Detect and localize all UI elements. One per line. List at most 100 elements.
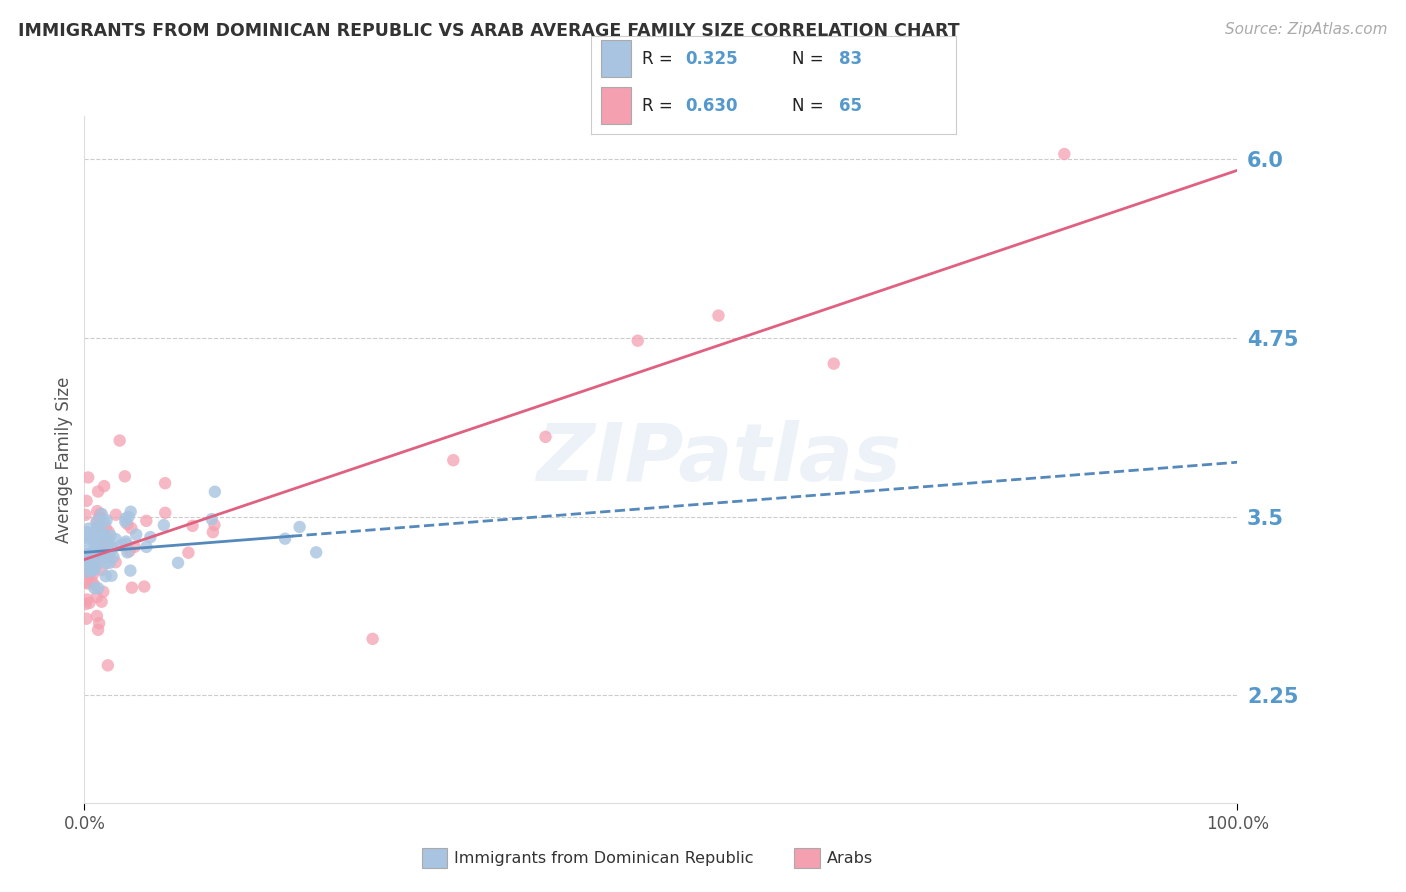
Point	[86, 526, 108, 541]
Point	[121, 581, 143, 595]
Point	[125, 527, 148, 541]
Point	[83, 578, 105, 592]
Point	[117, 545, 139, 559]
Point	[84, 535, 107, 549]
Point	[96, 537, 118, 551]
Text: N =: N =	[792, 97, 828, 115]
Y-axis label: Average Family Size: Average Family Size	[55, 376, 73, 542]
Text: R =: R =	[641, 50, 678, 68]
Point	[86, 536, 108, 550]
Point	[86, 548, 108, 562]
Text: Source: ZipAtlas.com: Source: ZipAtlas.com	[1225, 22, 1388, 37]
Point	[120, 521, 142, 535]
Point	[77, 547, 100, 561]
Point	[89, 616, 111, 631]
Point	[135, 514, 157, 528]
Bar	[602, 87, 631, 124]
Point	[80, 549, 103, 564]
Point	[104, 508, 127, 522]
Point	[79, 549, 101, 563]
Point	[98, 546, 121, 560]
Text: 65: 65	[839, 97, 862, 115]
Point	[627, 334, 650, 348]
Point	[83, 536, 105, 550]
Bar	[602, 39, 631, 77]
Point	[89, 510, 111, 524]
Text: Arabs: Arabs	[827, 851, 873, 865]
Point	[94, 543, 117, 558]
Point	[305, 545, 328, 559]
Point	[201, 512, 224, 526]
Text: ZIPatlas: ZIPatlas	[536, 420, 901, 499]
Point	[75, 524, 97, 539]
Text: 0.325: 0.325	[686, 50, 738, 68]
Point	[114, 511, 136, 525]
Point	[83, 563, 105, 577]
Point	[534, 430, 557, 444]
Point	[79, 549, 101, 564]
Point	[80, 574, 103, 589]
Point	[167, 556, 190, 570]
Point	[441, 453, 464, 467]
Point	[83, 581, 105, 595]
Point	[83, 545, 105, 559]
Point	[91, 550, 114, 565]
Point	[75, 531, 97, 545]
Point	[77, 567, 100, 582]
Point	[117, 517, 139, 532]
Point	[79, 596, 101, 610]
Point	[114, 469, 136, 483]
Text: 0.630: 0.630	[686, 97, 738, 115]
Point	[76, 552, 98, 566]
Point	[153, 476, 176, 491]
Point	[86, 590, 108, 604]
Point	[76, 548, 98, 562]
Point	[93, 515, 115, 529]
Text: IMMIGRANTS FROM DOMINICAN REPUBLIC VS ARAB AVERAGE FAMILY SIZE CORRELATION CHART: IMMIGRANTS FROM DOMINICAN REPUBLIC VS AR…	[18, 22, 960, 40]
Point	[117, 509, 139, 524]
Point	[83, 550, 105, 565]
Point	[115, 534, 138, 549]
Point	[82, 553, 104, 567]
Point	[75, 508, 97, 522]
Text: Immigrants from Dominican Republic: Immigrants from Dominican Republic	[454, 851, 754, 865]
Point	[87, 581, 110, 595]
Point	[90, 595, 112, 609]
Point	[823, 357, 845, 371]
Point	[93, 479, 115, 493]
Point	[75, 544, 97, 558]
Point	[118, 544, 141, 558]
Point	[98, 539, 121, 553]
Point	[94, 541, 117, 555]
Point	[79, 550, 101, 565]
Point	[86, 522, 108, 536]
Point	[155, 506, 177, 520]
Point	[94, 521, 117, 535]
Point	[77, 557, 100, 571]
Text: R =: R =	[641, 97, 678, 115]
Point	[98, 556, 121, 570]
Point	[83, 558, 105, 573]
Point	[77, 549, 100, 563]
Point	[89, 507, 111, 521]
Point	[96, 556, 118, 570]
Point	[86, 504, 108, 518]
Point	[77, 470, 100, 484]
Point	[76, 576, 98, 591]
Point	[103, 549, 125, 564]
Point	[82, 533, 104, 547]
Point	[86, 520, 108, 534]
Point	[75, 612, 97, 626]
Point	[75, 533, 97, 548]
Point	[87, 553, 110, 567]
Point	[75, 552, 97, 566]
Point	[91, 526, 114, 541]
Point	[75, 565, 97, 579]
Text: N =: N =	[792, 50, 828, 68]
Point	[204, 518, 226, 533]
Point	[288, 520, 311, 534]
Point	[97, 542, 120, 557]
Point	[93, 535, 115, 549]
Point	[87, 623, 110, 637]
Point	[181, 519, 204, 533]
